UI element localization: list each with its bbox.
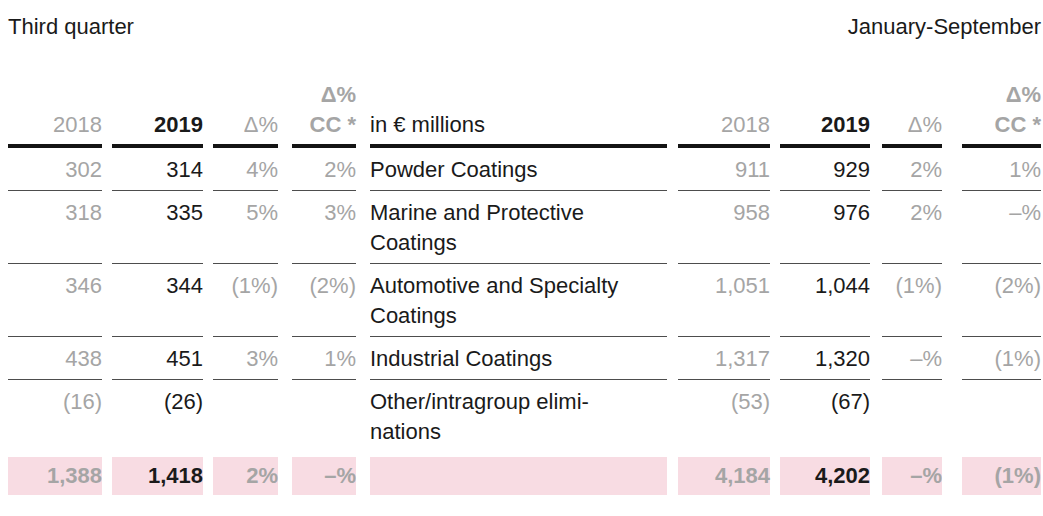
- header-q3-delta-cc: Δ% CC *: [292, 80, 356, 148]
- unit-label: in € millions: [370, 80, 667, 148]
- total-q3-delta-cc-value: –%: [292, 457, 356, 495]
- header-jansep-2018: 2018: [678, 80, 770, 148]
- period-labels: Third quarter January-September: [8, 14, 1041, 40]
- header-label: 2019: [821, 110, 870, 140]
- jansep-2019-value: 976: [780, 191, 870, 264]
- segment-results-page: Third quarter January-September 2018 201…: [0, 0, 1043, 495]
- q3-2018-value: 302: [8, 148, 102, 191]
- total-q3-2018-value: 1,388: [8, 457, 102, 495]
- header-jansep-2019: 2019: [780, 80, 870, 148]
- header-label: 2018: [721, 110, 770, 140]
- header-label: Δ%: [908, 110, 942, 140]
- jansep-delta-cc-value: [962, 380, 1041, 457]
- left-period-label: Third quarter: [8, 14, 134, 40]
- total-jansep-delta-cc-value: (1%): [962, 457, 1041, 495]
- header-label: Δ%: [321, 80, 356, 110]
- jansep-2019-value: 1,320: [780, 337, 870, 380]
- jansep-delta-cc-value: (1%): [962, 337, 1041, 380]
- q3-delta-value: 5%: [213, 191, 278, 264]
- segment-name: Marine and Protective Coatings: [370, 191, 667, 264]
- segment-name: Industrial Coatings: [370, 337, 667, 380]
- q3-2018-value: 346: [8, 264, 102, 337]
- total-row: 1,388 1,418 2% –% 4,184 4,202 –% (1%): [8, 457, 1041, 495]
- header-label: 2019: [154, 110, 203, 140]
- header-jansep-delta: Δ%: [882, 80, 942, 148]
- table-row: 346 344 (1%) (2%) Automotive and Special…: [8, 264, 1041, 337]
- header-label: CC *: [995, 110, 1041, 140]
- jansep-2019-value: 1,044: [780, 264, 870, 337]
- table-header-row: 2018 2019 Δ% Δ% CC * in € millions 2018 …: [8, 80, 1041, 148]
- segment-name: Powder Coatings: [370, 148, 667, 191]
- q3-delta-value: 4%: [213, 148, 278, 191]
- table-row: 302 314 4% 2% Powder Coatings 911 929 2%…: [8, 148, 1041, 191]
- total-jansep-delta-value: –%: [882, 457, 942, 495]
- jansep-delta-cc-value: –%: [962, 191, 1041, 264]
- q3-delta-value: (1%): [213, 264, 278, 337]
- total-jansep-2019-value: 4,202: [780, 457, 870, 495]
- header-label: 2018: [53, 110, 102, 140]
- q3-delta-cc-value: (2%): [292, 264, 356, 337]
- q3-2019-value: 344: [112, 264, 203, 337]
- q3-delta-cc-value: 3%: [292, 191, 356, 264]
- right-period-label: January-September: [848, 14, 1041, 40]
- q3-2018-value: (16): [8, 380, 102, 457]
- jansep-2018-value: 1,051: [678, 264, 770, 337]
- header-label: Δ%: [1006, 80, 1041, 110]
- jansep-delta-cc-value: (2%): [962, 264, 1041, 337]
- header-q3-2019: 2019: [112, 80, 203, 148]
- jansep-delta-value: 2%: [882, 191, 942, 264]
- q3-2019-value: 314: [112, 148, 203, 191]
- total-jansep-2018-value: 4,184: [678, 457, 770, 495]
- q3-delta-cc-value: 1%: [292, 337, 356, 380]
- total-q3-2019-value: 1,418: [112, 457, 203, 495]
- header-q3-delta: Δ%: [213, 80, 278, 148]
- q3-2019-value: 451: [112, 337, 203, 380]
- header-label: Δ%: [244, 110, 278, 140]
- q3-delta-cc-value: [292, 380, 356, 457]
- q3-2018-value: 438: [8, 337, 102, 380]
- jansep-2018-value: 958: [678, 191, 770, 264]
- q3-2018-value: 318: [8, 191, 102, 264]
- jansep-2018-value: (53): [678, 380, 770, 457]
- segment-name: Other/intragroup elimi- nations: [370, 380, 667, 457]
- table-row: (16) (26) Other/intragroup elimi- nation…: [8, 380, 1041, 457]
- header-q3-2018: 2018: [8, 80, 102, 148]
- total-spacer-cell: [370, 457, 667, 495]
- table-row: 318 335 5% 3% Marine and Protective Coat…: [8, 191, 1041, 264]
- jansep-delta-value: 2%: [882, 148, 942, 191]
- header-jansep-delta-cc: Δ% CC *: [962, 80, 1041, 148]
- q3-2019-value: 335: [112, 191, 203, 264]
- jansep-delta-value: (1%): [882, 264, 942, 337]
- q3-2019-value: (26): [112, 380, 203, 457]
- total-q3-delta-value: 2%: [213, 457, 278, 495]
- table-row: 438 451 3% 1% Industrial Coatings 1,317 …: [8, 337, 1041, 380]
- jansep-delta-cc-value: 1%: [962, 148, 1041, 191]
- segment-name: Automotive and Specialty Coatings: [370, 264, 667, 337]
- jansep-2018-value: 1,317: [678, 337, 770, 380]
- jansep-delta-value: –%: [882, 337, 942, 380]
- q3-delta-value: 3%: [213, 337, 278, 380]
- jansep-2018-value: 911: [678, 148, 770, 191]
- header-label: CC *: [310, 110, 356, 140]
- jansep-2019-value: (67): [780, 380, 870, 457]
- header-label: in € millions: [370, 110, 485, 140]
- segment-results-table: 2018 2019 Δ% Δ% CC * in € millions 2018 …: [8, 80, 1041, 495]
- q3-delta-cc-value: 2%: [292, 148, 356, 191]
- jansep-delta-value: [882, 380, 942, 457]
- jansep-2019-value: 929: [780, 148, 870, 191]
- q3-delta-value: [213, 380, 278, 457]
